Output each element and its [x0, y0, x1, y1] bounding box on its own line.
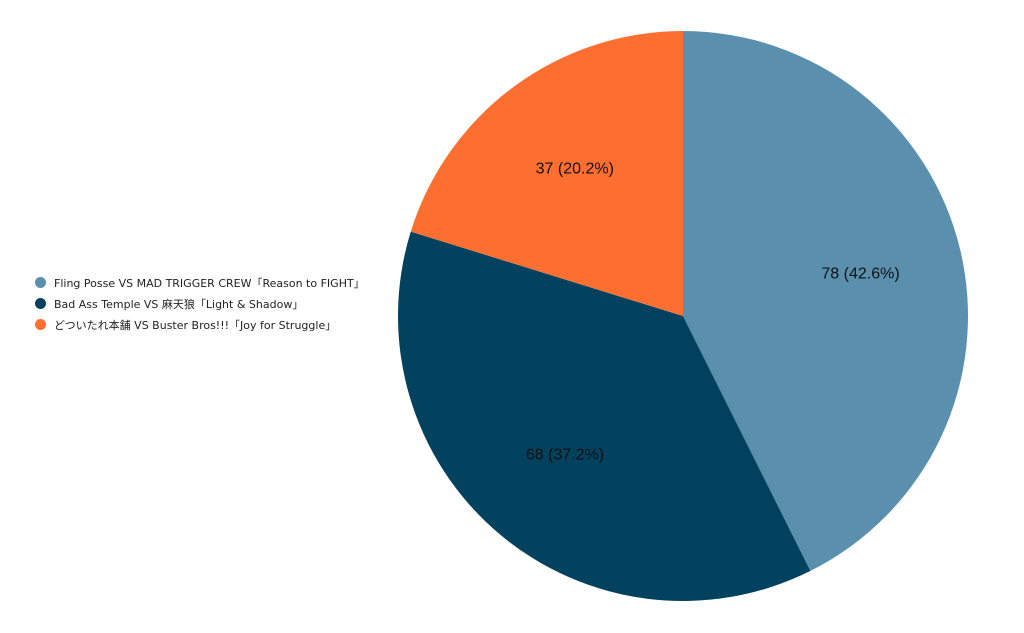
- legend-label: Fling Posse VS MAD TRIGGER CREW「Reason t…: [54, 276, 365, 290]
- legend-item[interactable]: Bad Ass Temple VS 麻天狼「Light & Shadow」: [35, 293, 365, 314]
- legend-label: Bad Ass Temple VS 麻天狼「Light & Shadow」: [54, 297, 304, 311]
- slice-data-label: 37 (20.2%): [536, 160, 614, 177]
- slice-data-label: 68 (37.2%): [526, 446, 604, 463]
- legend-swatch: [35, 277, 46, 288]
- legend-label: どついたれ本舗 VS Buster Bros!!!「Joy for Strugg…: [54, 318, 337, 332]
- slice-data-label: 78 (42.6%): [821, 265, 899, 282]
- pie-slice[interactable]: [683, 31, 969, 571]
- legend-item[interactable]: Fling Posse VS MAD TRIGGER CREW「Reason t…: [35, 272, 365, 293]
- legend-swatch: [35, 319, 46, 330]
- chart-legend: Fling Posse VS MAD TRIGGER CREW「Reason t…: [35, 272, 365, 335]
- pie-slice[interactable]: [410, 31, 683, 316]
- legend-item[interactable]: どついたれ本舗 VS Buster Bros!!!「Joy for Strugg…: [35, 314, 365, 335]
- legend-swatch: [35, 298, 46, 309]
- pie-slice[interactable]: [397, 231, 811, 602]
